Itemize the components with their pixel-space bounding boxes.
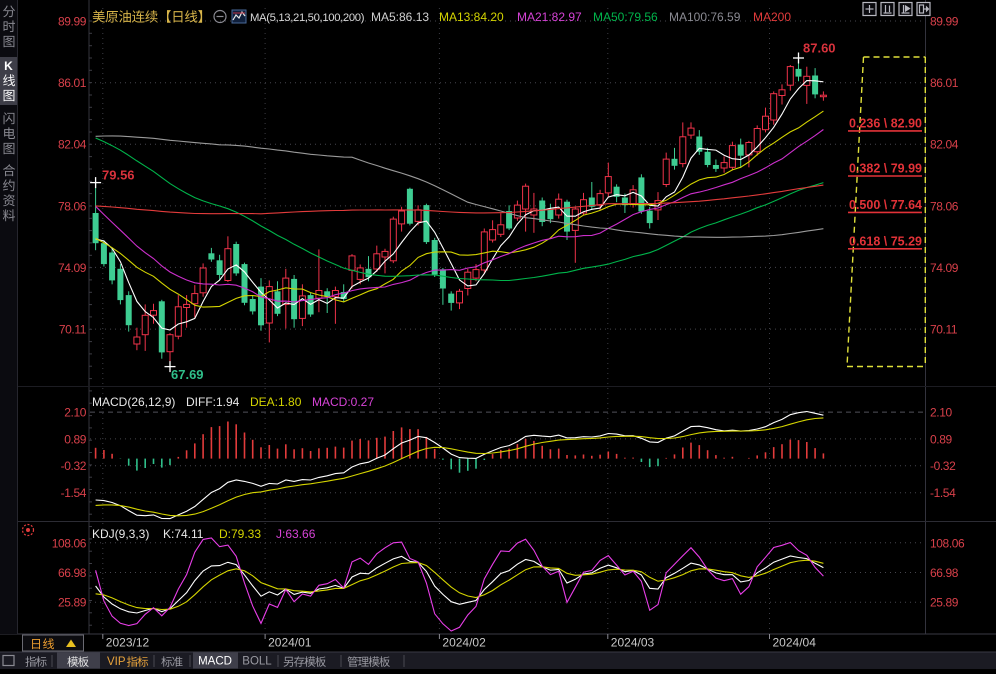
svg-text:78.06: 78.06 xyxy=(58,199,87,213)
svg-text:2024/04: 2024/04 xyxy=(773,636,817,650)
svg-text:89.99: 89.99 xyxy=(930,15,959,29)
svg-text:MA50:79.56: MA50:79.56 xyxy=(593,10,658,24)
svg-text:25.89: 25.89 xyxy=(58,596,87,610)
svg-text:0.89: 0.89 xyxy=(930,432,952,446)
svg-text:MACD: MACD xyxy=(198,656,232,668)
svg-text:82.04: 82.04 xyxy=(58,138,87,152)
svg-text:66.98: 66.98 xyxy=(930,566,959,580)
svg-text:108.06: 108.06 xyxy=(52,536,87,550)
svg-text:2024/01: 2024/01 xyxy=(268,636,312,650)
svg-text:MA5:86.13: MA5:86.13 xyxy=(371,10,429,24)
svg-text:-0.32: -0.32 xyxy=(930,459,956,473)
svg-text:0.618 \ 75.29: 0.618 \ 75.29 xyxy=(849,234,922,248)
svg-text:25.89: 25.89 xyxy=(930,596,959,610)
svg-text:86.01: 86.01 xyxy=(930,76,959,90)
svg-text:-1.54: -1.54 xyxy=(930,486,956,500)
svg-text:78.06: 78.06 xyxy=(930,199,959,213)
svg-text:70.11: 70.11 xyxy=(59,323,87,337)
svg-text:2.10: 2.10 xyxy=(930,406,952,420)
svg-text:MA(5,13,21,50,100,200): MA(5,13,21,50,100,200) xyxy=(250,12,365,24)
svg-text:2023/12: 2023/12 xyxy=(106,636,150,650)
svg-text:87.60: 87.60 xyxy=(803,41,836,56)
svg-text:VIP: VIP xyxy=(107,656,126,668)
svg-text:82.04: 82.04 xyxy=(930,138,959,152)
svg-text:MACD:0.27: MACD:0.27 xyxy=(312,395,374,409)
svg-text:D:79.33: D:79.33 xyxy=(219,527,261,541)
svg-text:67.69: 67.69 xyxy=(171,367,204,382)
svg-text:86.01: 86.01 xyxy=(58,76,87,90)
svg-text:KDJ(9,3,3): KDJ(9,3,3) xyxy=(92,527,149,541)
svg-text:MACD(26,12,9): MACD(26,12,9) xyxy=(92,395,175,409)
svg-text:MA100:76.59: MA100:76.59 xyxy=(669,10,741,24)
svg-text:-1.54: -1.54 xyxy=(61,486,87,500)
svg-text:2.10: 2.10 xyxy=(64,406,86,420)
svg-text:DIFF:1.94: DIFF:1.94 xyxy=(186,395,240,409)
svg-text:DEA:1.80: DEA:1.80 xyxy=(250,395,302,409)
svg-text:108.06: 108.06 xyxy=(930,536,965,550)
svg-text:0.382 \ 79.99: 0.382 \ 79.99 xyxy=(849,162,922,176)
svg-text:70.11: 70.11 xyxy=(930,323,958,337)
svg-text:MA21:82.97: MA21:82.97 xyxy=(517,10,582,24)
svg-text:74.09: 74.09 xyxy=(58,261,87,275)
svg-text:-0.32: -0.32 xyxy=(61,459,87,473)
svg-text:MA200: MA200 xyxy=(753,10,791,24)
svg-text:K:74.11: K:74.11 xyxy=(163,527,204,541)
svg-text:0.236 \ 82.90: 0.236 \ 82.90 xyxy=(849,116,922,130)
svg-text:K: K xyxy=(4,59,13,73)
svg-text:BOLL: BOLL xyxy=(242,656,272,668)
svg-text:89.99: 89.99 xyxy=(58,15,87,29)
svg-text:0.500 \ 77.64: 0.500 \ 77.64 xyxy=(849,198,922,212)
svg-text:2024/03: 2024/03 xyxy=(611,636,655,650)
svg-text:74.09: 74.09 xyxy=(930,261,959,275)
svg-text:2024/02: 2024/02 xyxy=(442,636,486,650)
svg-text:79.56: 79.56 xyxy=(102,168,135,183)
svg-text:J:63.66: J:63.66 xyxy=(276,527,316,541)
svg-text:66.98: 66.98 xyxy=(58,566,87,580)
svg-text:MA13:84.20: MA13:84.20 xyxy=(439,10,504,24)
svg-text:0.89: 0.89 xyxy=(64,432,86,446)
